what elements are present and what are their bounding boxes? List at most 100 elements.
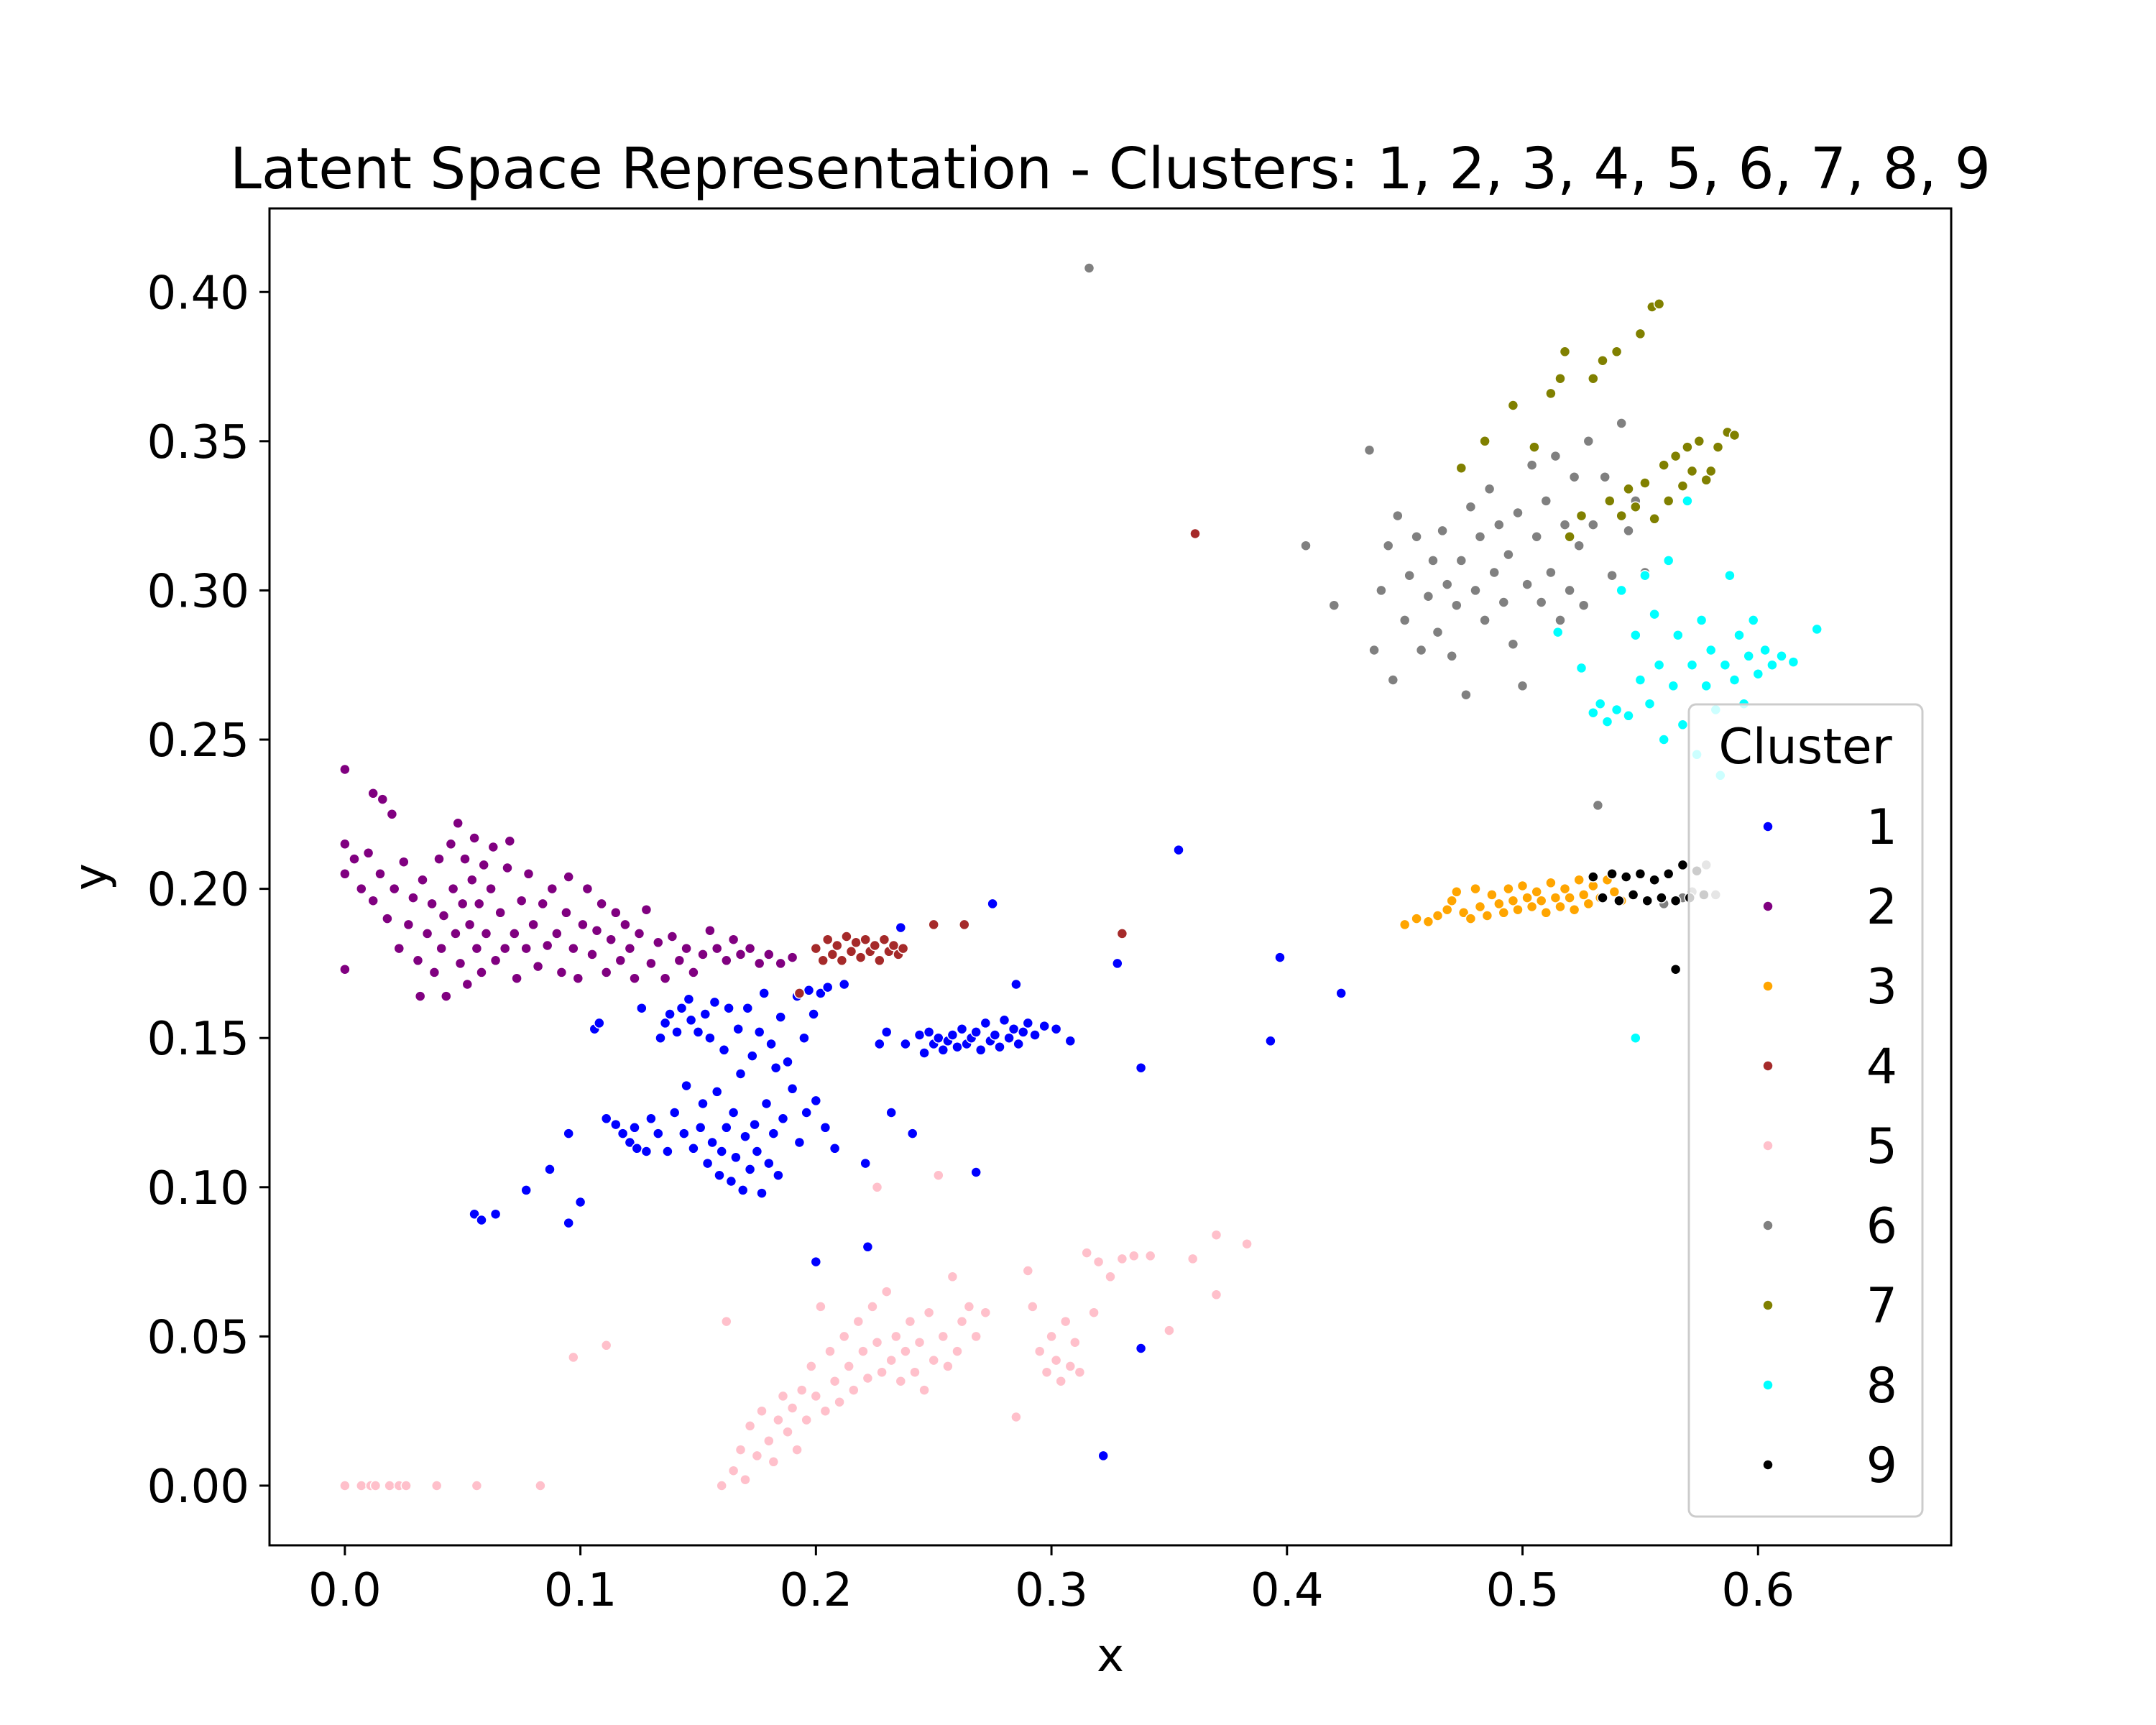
cluster-5-point [819,1405,831,1417]
cluster-8-point [1634,674,1646,686]
cluster-2-point [494,907,506,919]
cluster-1-point [1135,1343,1147,1354]
cluster-8-point [1682,495,1693,507]
cluster-4-point [959,919,970,931]
legend-marker-3 [1762,980,1774,992]
cluster-1-point [659,1017,671,1029]
cluster-8-point [1662,555,1674,566]
cluster-1-point [664,1008,676,1020]
cluster-5-point [400,1480,412,1491]
cluster-5-point [777,1390,789,1402]
cluster-6-point [1465,501,1477,512]
cluster-1-point [777,1113,789,1125]
cluster-1-point [645,1113,657,1125]
cluster-4-point [817,954,829,967]
cluster-1-point [727,1107,740,1118]
cluster-1-point [1173,844,1184,856]
cluster-1-point [563,1217,574,1229]
cluster-7-point [1507,400,1519,411]
cluster-8-point [1616,584,1627,597]
cluster-5-point [909,1366,921,1378]
cluster-9-point [1677,859,1689,871]
cluster-2-point [407,892,419,903]
cluster-1-point [810,1095,822,1107]
cluster-5-point [727,1465,740,1476]
cluster-3-point [1498,907,1510,919]
cluster-1-point [692,1026,704,1038]
cluster-3-point [1432,910,1444,921]
cluster-8-point [1733,629,1745,641]
cluster-5-point [952,1346,963,1357]
cluster-1-point [970,1026,982,1038]
cluster-5-point [1046,1330,1057,1343]
cluster-5-point [801,1414,812,1426]
cluster-1-point [1050,1023,1062,1035]
cluster-2-point [478,859,489,871]
cluster-6-point [1554,615,1566,626]
cluster-6-point [1328,599,1340,611]
cluster-3-point [1577,889,1590,901]
cluster-2-point [653,937,664,949]
cluster-2-point [704,924,716,937]
cluster-2-point [471,942,483,954]
legend-marker-6 [1762,1220,1774,1231]
cluster-1-point [998,1014,1010,1026]
cluster-5-point [1105,1271,1116,1283]
cluster-8-point [1672,629,1684,641]
cluster-2-point [556,967,568,978]
y-tick-label: 0.25 [147,714,250,768]
cluster-1-point [775,1011,786,1023]
cluster-3-point [1545,877,1557,889]
cluster-3-point [1399,919,1411,931]
cluster-1-point [1064,1035,1077,1047]
cluster-2-point [441,990,452,1002]
cluster-1-point [706,1136,718,1149]
cluster-5-point [1128,1250,1140,1262]
cluster-2-point [367,788,379,799]
cluster-5-point [773,1414,784,1426]
cluster-1-point [725,1175,737,1187]
cluster-7-point [1611,346,1623,358]
cluster-5-point [852,1315,865,1328]
legend-label-4: 4 [1866,1039,1897,1095]
cluster-3-point [1535,895,1547,906]
cluster-9-point [1627,889,1639,901]
cluster-2-point [349,853,360,865]
y-axis: 0.00 0.05 0.10 0.15 0.20 0.25 0.30 0.35 0.40 [147,267,270,1514]
cluster-2-point [681,942,692,954]
cluster-5-point [339,1480,351,1491]
cluster-8-point [1630,629,1641,641]
cluster-1-point [636,1002,648,1014]
cluster-5-point [843,1361,854,1372]
cluster-6-point [1488,566,1500,579]
cluster-4-point [1116,928,1128,939]
cluster-1-point [469,1208,480,1220]
legend-marker-7 [1762,1300,1774,1311]
cluster-2-point [499,942,511,954]
cluster-2-point [450,928,461,939]
cluster-1-point [1265,1035,1276,1047]
cluster-2-point [572,972,584,984]
cluster-5-point [1144,1250,1156,1262]
cluster-2-point [362,847,374,859]
cluster-1-point [704,1032,716,1044]
cluster-8-point [1601,716,1613,727]
cluster-4-point [845,946,857,957]
cluster-5-point [384,1480,395,1491]
cluster-8-point [1766,659,1778,671]
cluster-4-point [836,954,848,967]
cluster-2-point [464,919,476,931]
cluster-1-point [994,1041,1005,1053]
cluster-8-point [1700,680,1712,692]
cluster-8-point [1623,710,1634,722]
cluster-7-point [1588,372,1599,385]
cluster-1-point [600,1113,612,1125]
cluster-7-point [1728,429,1741,441]
cluster-8-point [1719,659,1731,671]
cluster-5-point [848,1384,860,1396]
cluster-5-point [369,1480,382,1491]
cluster-1-point [793,1136,806,1149]
cluster-2-point [528,919,539,931]
cluster-8-point [1594,698,1606,709]
cluster-1-point [913,1029,926,1041]
